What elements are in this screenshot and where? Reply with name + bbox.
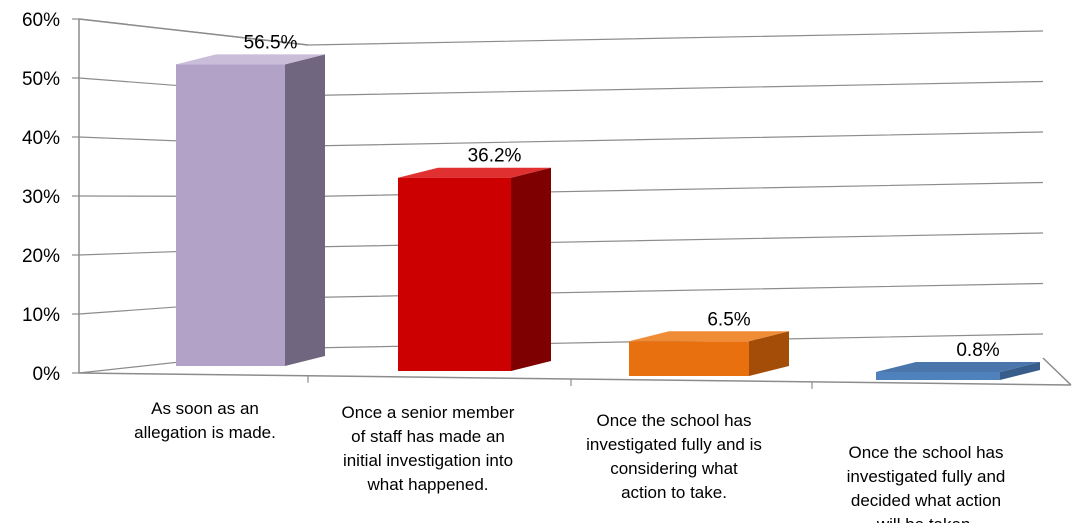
y-tick-label: 20% — [22, 246, 60, 267]
category-label: Once the school has investigated fully an… — [847, 443, 1006, 523]
y-tick-label: 60% — [22, 10, 60, 31]
y-tick-label: 30% — [22, 187, 60, 208]
y-tick-label: 10% — [22, 305, 60, 326]
bar-top-face — [629, 331, 789, 342]
chart-bars — [176, 54, 1040, 380]
y-tick-label: 40% — [22, 128, 60, 149]
bar-front-face — [876, 372, 1000, 380]
bar-value-labels: 56.5% 36.2% 6.5% 0.8% — [244, 32, 1000, 361]
bar — [629, 331, 789, 376]
x-axis-category-labels: As soon as an allegation is made. Once a s… — [134, 399, 1005, 523]
category-label: Once the school has investigated fully an… — [586, 411, 762, 502]
bar-top-face — [398, 167, 551, 178]
bar-value-label: 56.5% — [244, 32, 298, 53]
bar-side-face — [1000, 362, 1040, 380]
bar-front-face — [176, 64, 285, 367]
bar-side-face — [511, 167, 551, 371]
category-label: Once a senior member of staff has made an… — [342, 403, 515, 494]
category-label: As soon as an allegation is made. — [134, 399, 276, 442]
bar-value-label: 0.8% — [956, 340, 999, 361]
bar-value-label: 36.2% — [468, 146, 522, 167]
y-tick-label: 0% — [33, 364, 61, 385]
bar-side-face — [749, 331, 789, 376]
bar-front-face — [398, 177, 511, 371]
y-tick-label: 50% — [22, 69, 60, 90]
bar — [398, 167, 551, 371]
floor-front-edge — [78, 372, 1072, 386]
gridline — [78, 18, 1044, 46]
bar — [176, 54, 325, 367]
bar — [876, 362, 1040, 380]
bar-top-face — [176, 54, 325, 65]
floor-right-edge — [1042, 357, 1072, 386]
bar-front-face — [629, 341, 749, 376]
y-axis-tick-labels: 0% 10% 20% 30% 40% 50% 60% — [22, 10, 60, 385]
bar-value-label: 6.5% — [707, 309, 750, 330]
bar-top-face — [876, 362, 1040, 372]
bar-side-face — [285, 54, 325, 367]
